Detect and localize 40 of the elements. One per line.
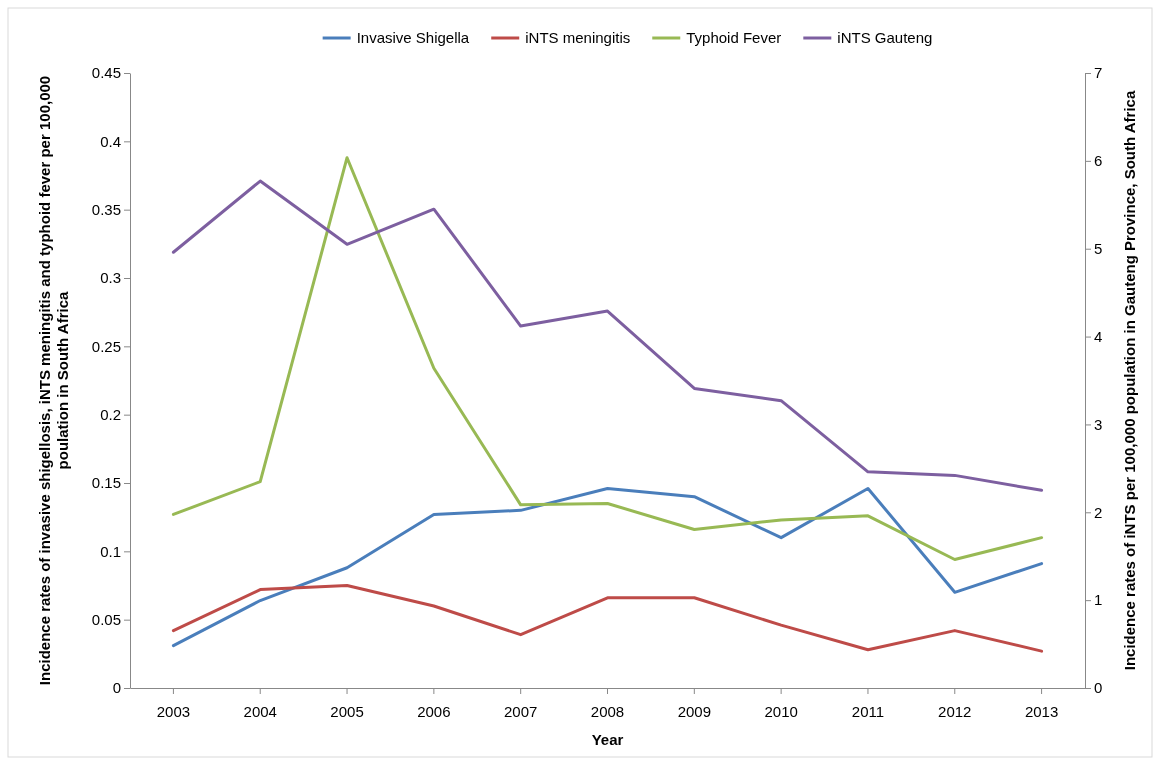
- y-tick-label: 0.2: [100, 405, 121, 423]
- y-tick-label: 0.35: [91, 200, 121, 218]
- y2-tick-label: 6: [1094, 152, 1103, 170]
- legend-label: iNTS meningitis: [525, 29, 631, 46]
- x-tick-label: 2005: [330, 702, 364, 720]
- y-tick-label: 0.1: [100, 542, 121, 560]
- legend-label: iNTS Gauteng: [837, 29, 933, 46]
- y2-tick-label: 1: [1094, 591, 1103, 609]
- x-tick-label: 2007: [503, 702, 538, 720]
- y-tick-label: 0.15: [91, 474, 121, 492]
- y-tick-label: 0.25: [91, 337, 121, 355]
- line-series: [171, 584, 1044, 653]
- legend-label: Invasive Shigella: [356, 29, 470, 46]
- legend-label: Typhoid Fever: [686, 29, 782, 46]
- x-tick-label: 2010: [764, 702, 798, 720]
- x-tick-label: 2003: [156, 702, 191, 720]
- y2-tick-label: 5: [1094, 240, 1103, 258]
- y-axis-title: Incidence rates of invasive shigellosis, iNTS meningitis and typhoid fever per 100,000 poulation in South Africa: [36, 75, 71, 686]
- y-tick-label: 0.3: [100, 269, 121, 287]
- y-tick-label: 0.05: [91, 610, 121, 628]
- line-series: [171, 486, 1044, 648]
- y2-tick-label: 2: [1094, 503, 1103, 521]
- y2-tick-label: 4: [1094, 327, 1103, 345]
- y2-tick-label: 0: [1094, 679, 1103, 697]
- y2-axis-title: Incidence rates of iNTS per 100,000 population in Gauteng Province, South Africa: [1121, 90, 1138, 671]
- line-series: [171, 179, 1044, 492]
- y2-tick-label: 3: [1094, 415, 1103, 433]
- line-series: [171, 156, 1044, 562]
- x-tick-label: 2011: [851, 702, 885, 720]
- x-tick-label: 2008: [590, 702, 625, 720]
- x-axis-title: Year: [591, 731, 624, 748]
- y2-tick-label: 7: [1094, 64, 1103, 82]
- y-tick-label: 0.4: [100, 132, 121, 150]
- x-tick-label: 2013: [1024, 702, 1059, 720]
- x-tick-label: 2012: [938, 702, 972, 720]
- y-tick-label: 0: [112, 679, 121, 697]
- y-tick-label: 0.45: [91, 64, 121, 82]
- x-tick-label: 2009: [677, 702, 712, 720]
- x-tick-label: 2006: [417, 702, 451, 720]
- x-tick-label: 2004: [243, 702, 277, 720]
